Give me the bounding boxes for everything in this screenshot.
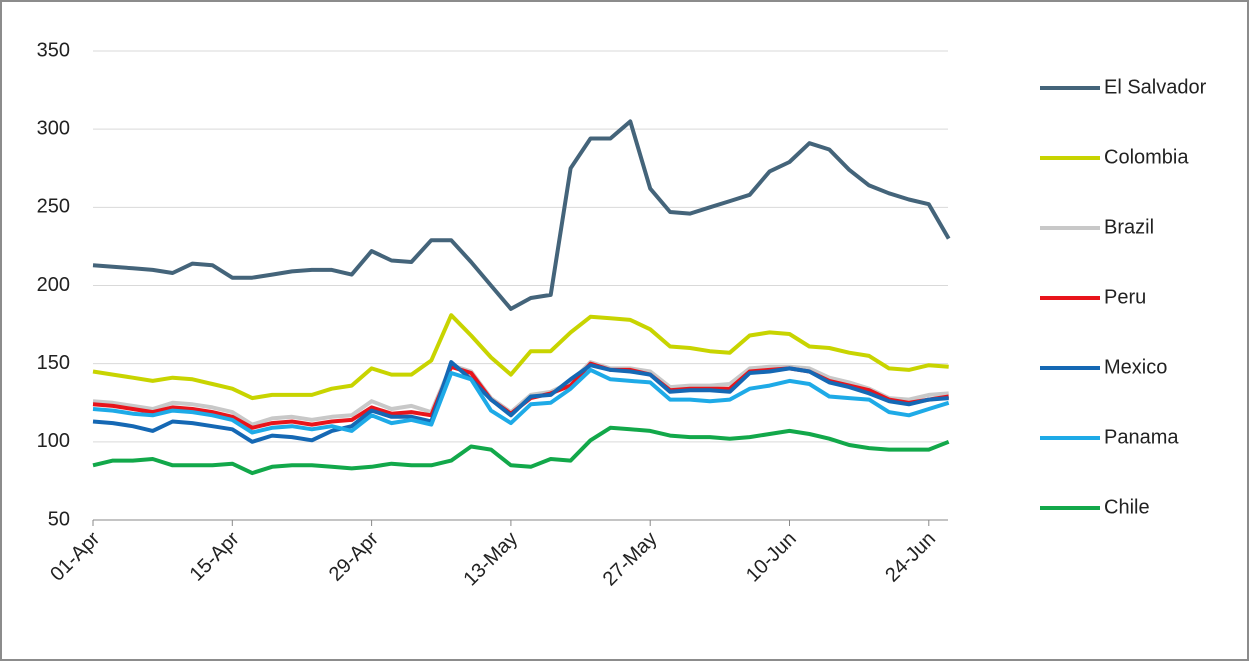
series-line: [92, 313, 949, 401]
legend-label: Panama: [1104, 426, 1179, 448]
series-line: [92, 360, 949, 444]
series-line: [92, 119, 951, 311]
y-tick-label: 150: [37, 352, 70, 374]
y-tick-label: 250: [37, 196, 70, 218]
legend-label: Mexico: [1104, 356, 1167, 378]
legend-label: Colombia: [1104, 146, 1189, 168]
y-tick-label: 100: [37, 430, 70, 452]
legend-label: Peru: [1104, 286, 1146, 308]
y-tick-label: 350: [37, 39, 70, 61]
series-line: [92, 367, 950, 435]
legend-label: El Salvador: [1104, 76, 1207, 98]
y-tick-label: 200: [37, 274, 70, 296]
legend-label: Brazil: [1104, 216, 1154, 238]
series-line: [92, 425, 950, 476]
y-tick-label: 300: [37, 117, 70, 139]
legend-label: Chile: [1104, 496, 1150, 518]
y-tick-label: 50: [48, 508, 70, 530]
